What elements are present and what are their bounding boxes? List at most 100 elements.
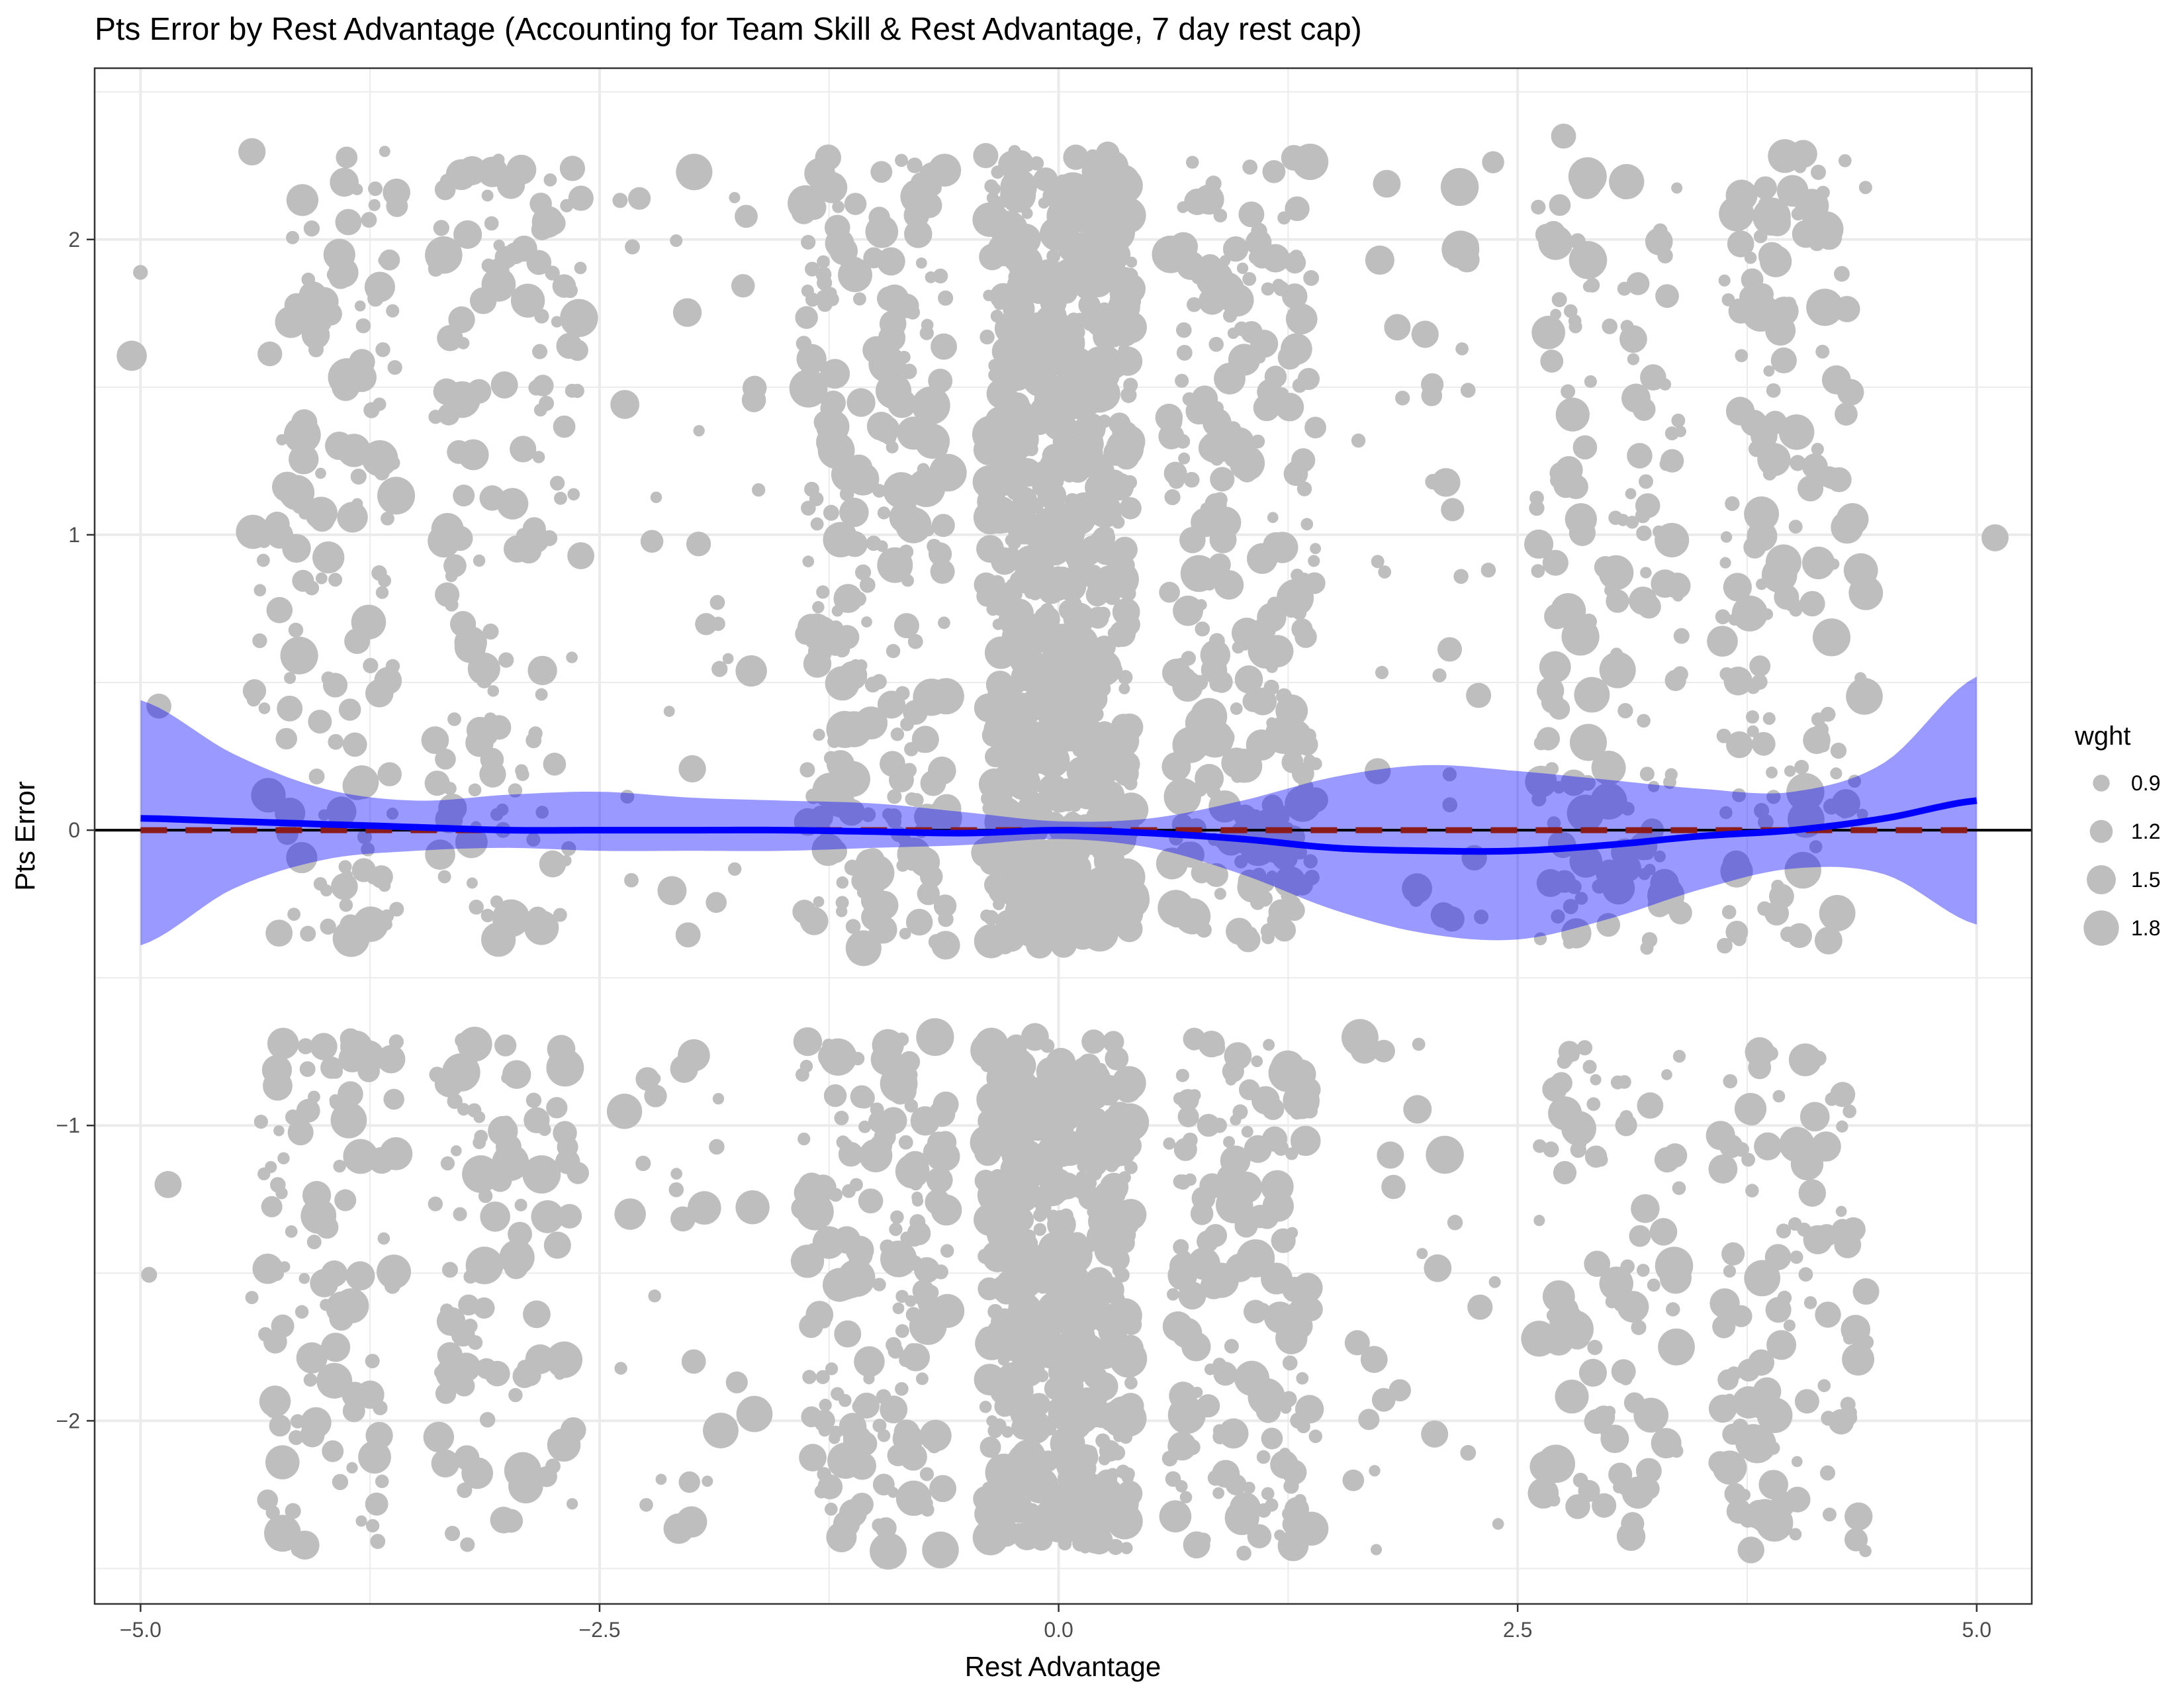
data-point <box>820 359 850 389</box>
data-point <box>1844 1502 1873 1530</box>
data-point <box>343 1139 379 1174</box>
data-point <box>1542 549 1569 576</box>
y-axis-title: Pts Error <box>9 781 40 891</box>
data-point <box>1416 1248 1428 1260</box>
data-point <box>1563 937 1576 949</box>
data-point <box>978 1248 993 1264</box>
data-point <box>1271 1050 1305 1085</box>
data-point <box>1057 868 1088 900</box>
data-point <box>330 1096 344 1110</box>
data-point <box>1083 1530 1107 1554</box>
data-point <box>1038 197 1050 209</box>
data-point <box>490 371 518 399</box>
data-point <box>1555 1380 1589 1414</box>
data-point <box>263 1070 293 1101</box>
data-point <box>1803 726 1831 755</box>
data-point <box>1196 522 1210 536</box>
data-point <box>1720 855 1753 888</box>
data-point <box>1303 572 1326 594</box>
data-point <box>979 588 996 604</box>
data-point <box>668 1182 684 1197</box>
data-point <box>1557 1055 1572 1069</box>
data-point <box>1836 1120 1848 1133</box>
data-point <box>379 146 390 158</box>
data-point <box>1791 207 1805 221</box>
data-point <box>1079 888 1113 921</box>
data-point <box>508 1387 523 1403</box>
data-point <box>1011 1439 1046 1474</box>
data-point <box>466 877 478 889</box>
data-point <box>1297 481 1312 496</box>
data-point <box>831 1387 844 1401</box>
data-point <box>928 934 944 950</box>
data-point <box>1654 850 1666 863</box>
data-point <box>1440 167 1479 207</box>
data-point <box>1596 913 1621 937</box>
data-point <box>1014 401 1026 414</box>
data-point <box>1167 1396 1206 1434</box>
data-point <box>813 896 825 908</box>
data-point <box>1308 555 1320 567</box>
data-point <box>296 1098 320 1123</box>
data-point <box>1276 579 1314 617</box>
data-point <box>1095 155 1122 182</box>
data-point <box>1234 804 1257 827</box>
data-point <box>1790 455 1806 471</box>
data-point <box>1224 1338 1239 1354</box>
data-point <box>852 292 866 306</box>
data-point <box>337 1121 352 1135</box>
data-point <box>735 205 758 228</box>
data-point <box>1533 1139 1547 1153</box>
data-point <box>246 692 261 707</box>
data-point <box>1261 1170 1294 1203</box>
data-point <box>1840 1397 1856 1413</box>
data-point <box>907 158 923 173</box>
data-point <box>1046 522 1070 546</box>
data-point <box>341 869 353 882</box>
data-point <box>1574 892 1588 905</box>
data-point <box>1262 160 1286 183</box>
data-point <box>447 440 471 464</box>
data-point <box>553 1121 577 1145</box>
data-point <box>1784 765 1796 777</box>
confidence-ribbon <box>140 677 1977 946</box>
data-point <box>687 1191 721 1225</box>
data-point <box>328 573 343 587</box>
data-point <box>1175 1479 1188 1493</box>
data-point <box>844 193 867 215</box>
data-point <box>1715 609 1731 625</box>
data-point <box>1531 199 1546 214</box>
data-point <box>1587 1340 1603 1356</box>
data-point <box>836 876 849 889</box>
data-point <box>1107 254 1120 267</box>
data-point <box>1561 769 1588 796</box>
data-point <box>709 594 725 610</box>
data-point <box>839 1047 854 1062</box>
data-point <box>1671 182 1683 194</box>
data-point <box>994 1458 1020 1484</box>
data-point <box>560 299 598 338</box>
data-point <box>342 732 367 757</box>
data-point <box>877 506 891 520</box>
data-point <box>1582 1060 1597 1074</box>
legend: wght 0.9 1.2 1.5 1.8 <box>2074 722 2160 946</box>
data-point <box>543 753 567 776</box>
data-point <box>1706 1121 1735 1150</box>
data-point <box>1026 565 1040 579</box>
data-point <box>1066 1517 1089 1540</box>
data-point <box>256 553 270 567</box>
y-tick-label: 2 <box>68 228 80 252</box>
legend-label-0.9: 0.9 <box>2131 771 2160 795</box>
data-point <box>1013 646 1042 675</box>
data-point <box>296 313 312 328</box>
data-point <box>983 1089 1019 1124</box>
data-point <box>553 908 567 922</box>
data-point <box>1282 1276 1308 1303</box>
data-point <box>1225 1074 1237 1086</box>
data-point <box>1455 342 1469 355</box>
data-point <box>909 1307 947 1345</box>
data-point <box>275 727 298 750</box>
chart-title: Pts Error by Rest Advantage (Accounting … <box>95 12 1362 47</box>
data-point <box>479 485 505 511</box>
data-point <box>702 1476 713 1487</box>
